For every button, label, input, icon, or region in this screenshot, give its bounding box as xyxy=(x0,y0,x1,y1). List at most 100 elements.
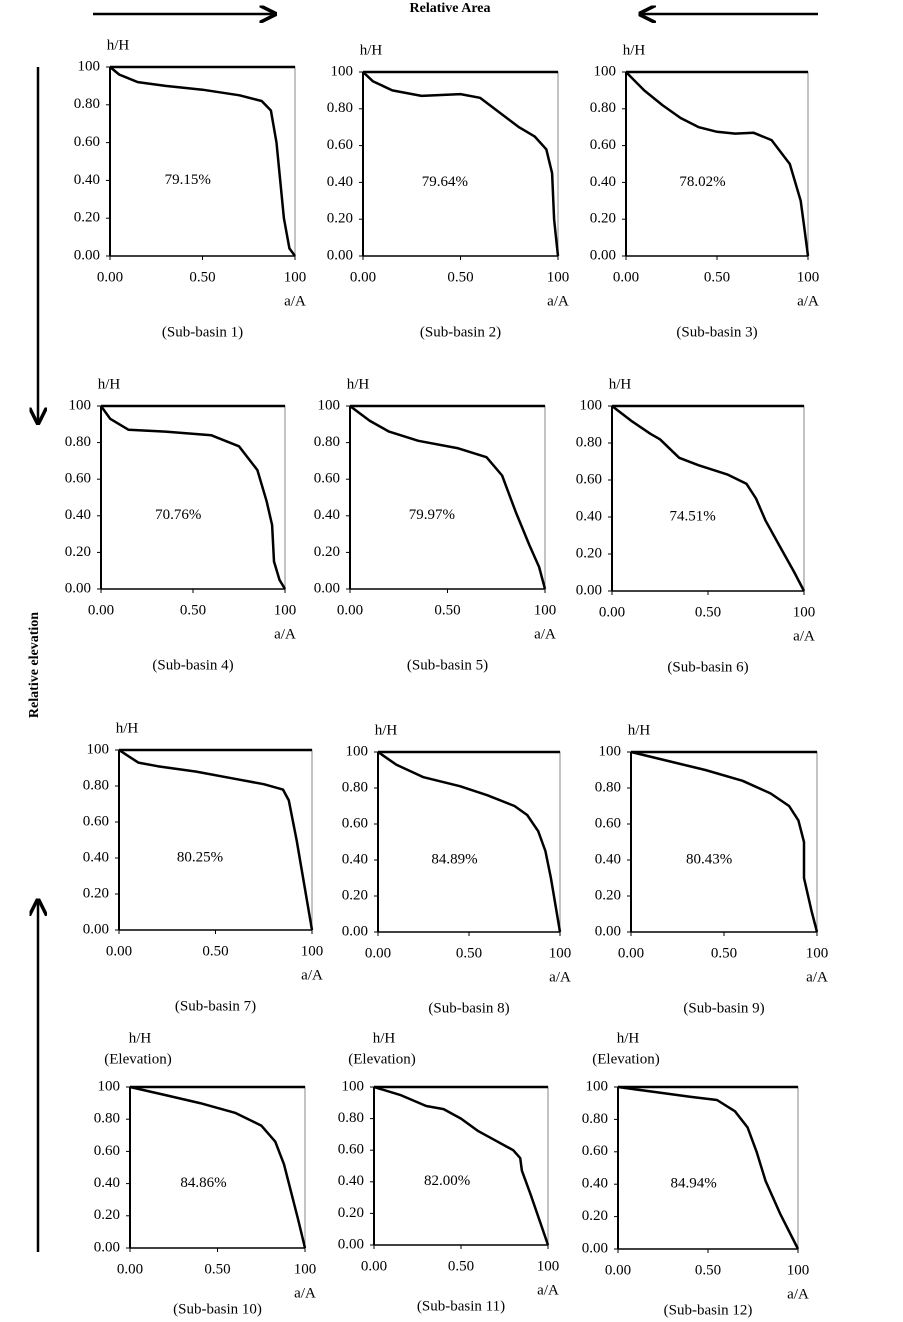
y-tick-label: 0.40 xyxy=(83,849,109,865)
y-tick-label: 100 xyxy=(69,397,92,413)
x-tick-label: 0.50 xyxy=(447,269,473,285)
plot-frame xyxy=(630,751,818,933)
x-tick-label: 0.50 xyxy=(204,1261,230,1277)
x-tick-label: 0.50 xyxy=(704,269,730,285)
y-tick-label: 100 xyxy=(318,397,341,413)
y-tick-label: 100 xyxy=(580,397,603,413)
subtitle: (Sub-basin 5) xyxy=(407,657,488,673)
y-tick-label: 0.40 xyxy=(595,851,621,867)
x-tick-label: 100 xyxy=(793,604,816,620)
y-tick-label: 0.00 xyxy=(576,582,602,598)
y-tick-label: 100 xyxy=(346,743,369,759)
y-tick-label: 0.80 xyxy=(94,1111,120,1127)
plot-frame xyxy=(625,71,809,257)
curve xyxy=(118,748,314,931)
subtitle: (Sub-basin 4) xyxy=(152,657,233,673)
annotation: 78.02% xyxy=(679,174,725,190)
x-label: a/A xyxy=(806,969,828,985)
subtitle: (Sub-basin 12) xyxy=(664,1302,753,1318)
x-label: a/A xyxy=(294,1285,316,1301)
y-tick-label: 0.20 xyxy=(83,885,109,901)
y-tick-label: 100 xyxy=(87,741,110,757)
y-tick-label: 0.60 xyxy=(327,137,353,153)
x-tick-label: 0.50 xyxy=(711,945,737,961)
y-label: h/H xyxy=(116,720,139,736)
annotation: 80.25% xyxy=(177,849,223,865)
x-tick-label: 0.00 xyxy=(337,602,363,618)
x-tick-label: 0.00 xyxy=(599,604,625,620)
curve xyxy=(99,405,287,590)
y-tick-label: 0.80 xyxy=(342,779,368,795)
x-tick-label: 0.00 xyxy=(365,945,391,961)
subtitle: (Sub-basin 3) xyxy=(676,324,757,340)
annotation: 82.00% xyxy=(424,1173,470,1189)
y-tick-label: 0.80 xyxy=(327,100,353,116)
y-label-sub: (Elevation) xyxy=(348,1051,415,1067)
x-label: a/A xyxy=(793,628,815,644)
y-tick-label: 100 xyxy=(594,63,617,79)
x-tick-label: 100 xyxy=(547,269,570,285)
plot-frame xyxy=(362,71,559,257)
plot-frame xyxy=(617,1086,799,1250)
plot-frame xyxy=(611,405,805,592)
y-tick-label: 0.60 xyxy=(582,1143,608,1159)
subtitle: (Sub-basin 6) xyxy=(667,659,748,675)
x-tick-label: 100 xyxy=(537,1258,560,1274)
y-tick-label: 0.80 xyxy=(83,777,109,793)
y-tick-label: 0.20 xyxy=(595,887,621,903)
y-tick-label: 0.20 xyxy=(590,211,616,227)
x-tick-label: 0.00 xyxy=(97,269,123,285)
y-label: h/H xyxy=(375,722,398,738)
y-label: h/H xyxy=(347,376,370,392)
y-tick-label: 0.40 xyxy=(342,851,368,867)
curve xyxy=(129,1085,307,1249)
y-tick-label: 0.40 xyxy=(327,174,353,190)
x-tick-label: 0.50 xyxy=(448,1258,474,1274)
plot-frame xyxy=(349,405,546,590)
annotation: 70.76% xyxy=(155,507,201,523)
annotation: 80.43% xyxy=(686,851,732,867)
y-tick-label: 0.00 xyxy=(590,247,616,263)
y-tick-label: 0.00 xyxy=(94,1239,120,1255)
x-tick-label: 0.00 xyxy=(613,269,639,285)
curve xyxy=(625,71,810,257)
curve xyxy=(617,1085,800,1250)
y-tick-label: 0.60 xyxy=(314,471,340,487)
curve xyxy=(630,750,819,933)
x-label: a/A xyxy=(797,293,819,309)
x-tick-label: 0.50 xyxy=(189,269,215,285)
y-tick-label: 0.80 xyxy=(576,434,602,450)
annotation: 74.51% xyxy=(670,508,716,524)
x-label: a/A xyxy=(274,626,296,642)
y-tick-label: 0.60 xyxy=(590,137,616,153)
y-tick-label: 0.60 xyxy=(94,1143,120,1159)
curve xyxy=(349,404,547,590)
plot-frame xyxy=(118,749,313,931)
x-tick-label: 100 xyxy=(787,1262,810,1278)
subtitle: (Sub-basin 1) xyxy=(162,324,243,340)
annotation: 79.15% xyxy=(165,172,211,188)
y-tick-label: 0.20 xyxy=(65,544,91,560)
y-label: h/H xyxy=(360,42,383,58)
y-label: h/H xyxy=(617,1030,640,1046)
annotation: 79.97% xyxy=(409,507,455,523)
x-tick-label: 0.00 xyxy=(106,943,132,959)
subtitle: (Sub-basin 7) xyxy=(175,998,256,1014)
y-tick-label: 0.60 xyxy=(595,815,621,831)
y-tick-label: 0.40 xyxy=(582,1176,608,1192)
y-title: Relative elevation xyxy=(27,612,42,718)
x-tick-label: 0.00 xyxy=(618,945,644,961)
y-label: h/H xyxy=(98,376,121,392)
x-title: Relative Area xyxy=(410,1,491,16)
y-label: h/H xyxy=(107,37,130,53)
y-tick-label: 100 xyxy=(586,1078,609,1094)
y-tick-label: 100 xyxy=(78,58,101,74)
x-tick-label: 0.50 xyxy=(695,604,721,620)
y-tick-label: 0.80 xyxy=(590,100,616,116)
x-label: a/A xyxy=(787,1286,809,1302)
y-tick-label: 0.40 xyxy=(590,174,616,190)
subtitle: (Sub-basin 11) xyxy=(417,1298,505,1314)
plot-frame xyxy=(129,1086,306,1249)
y-tick-label: 100 xyxy=(98,1078,121,1094)
